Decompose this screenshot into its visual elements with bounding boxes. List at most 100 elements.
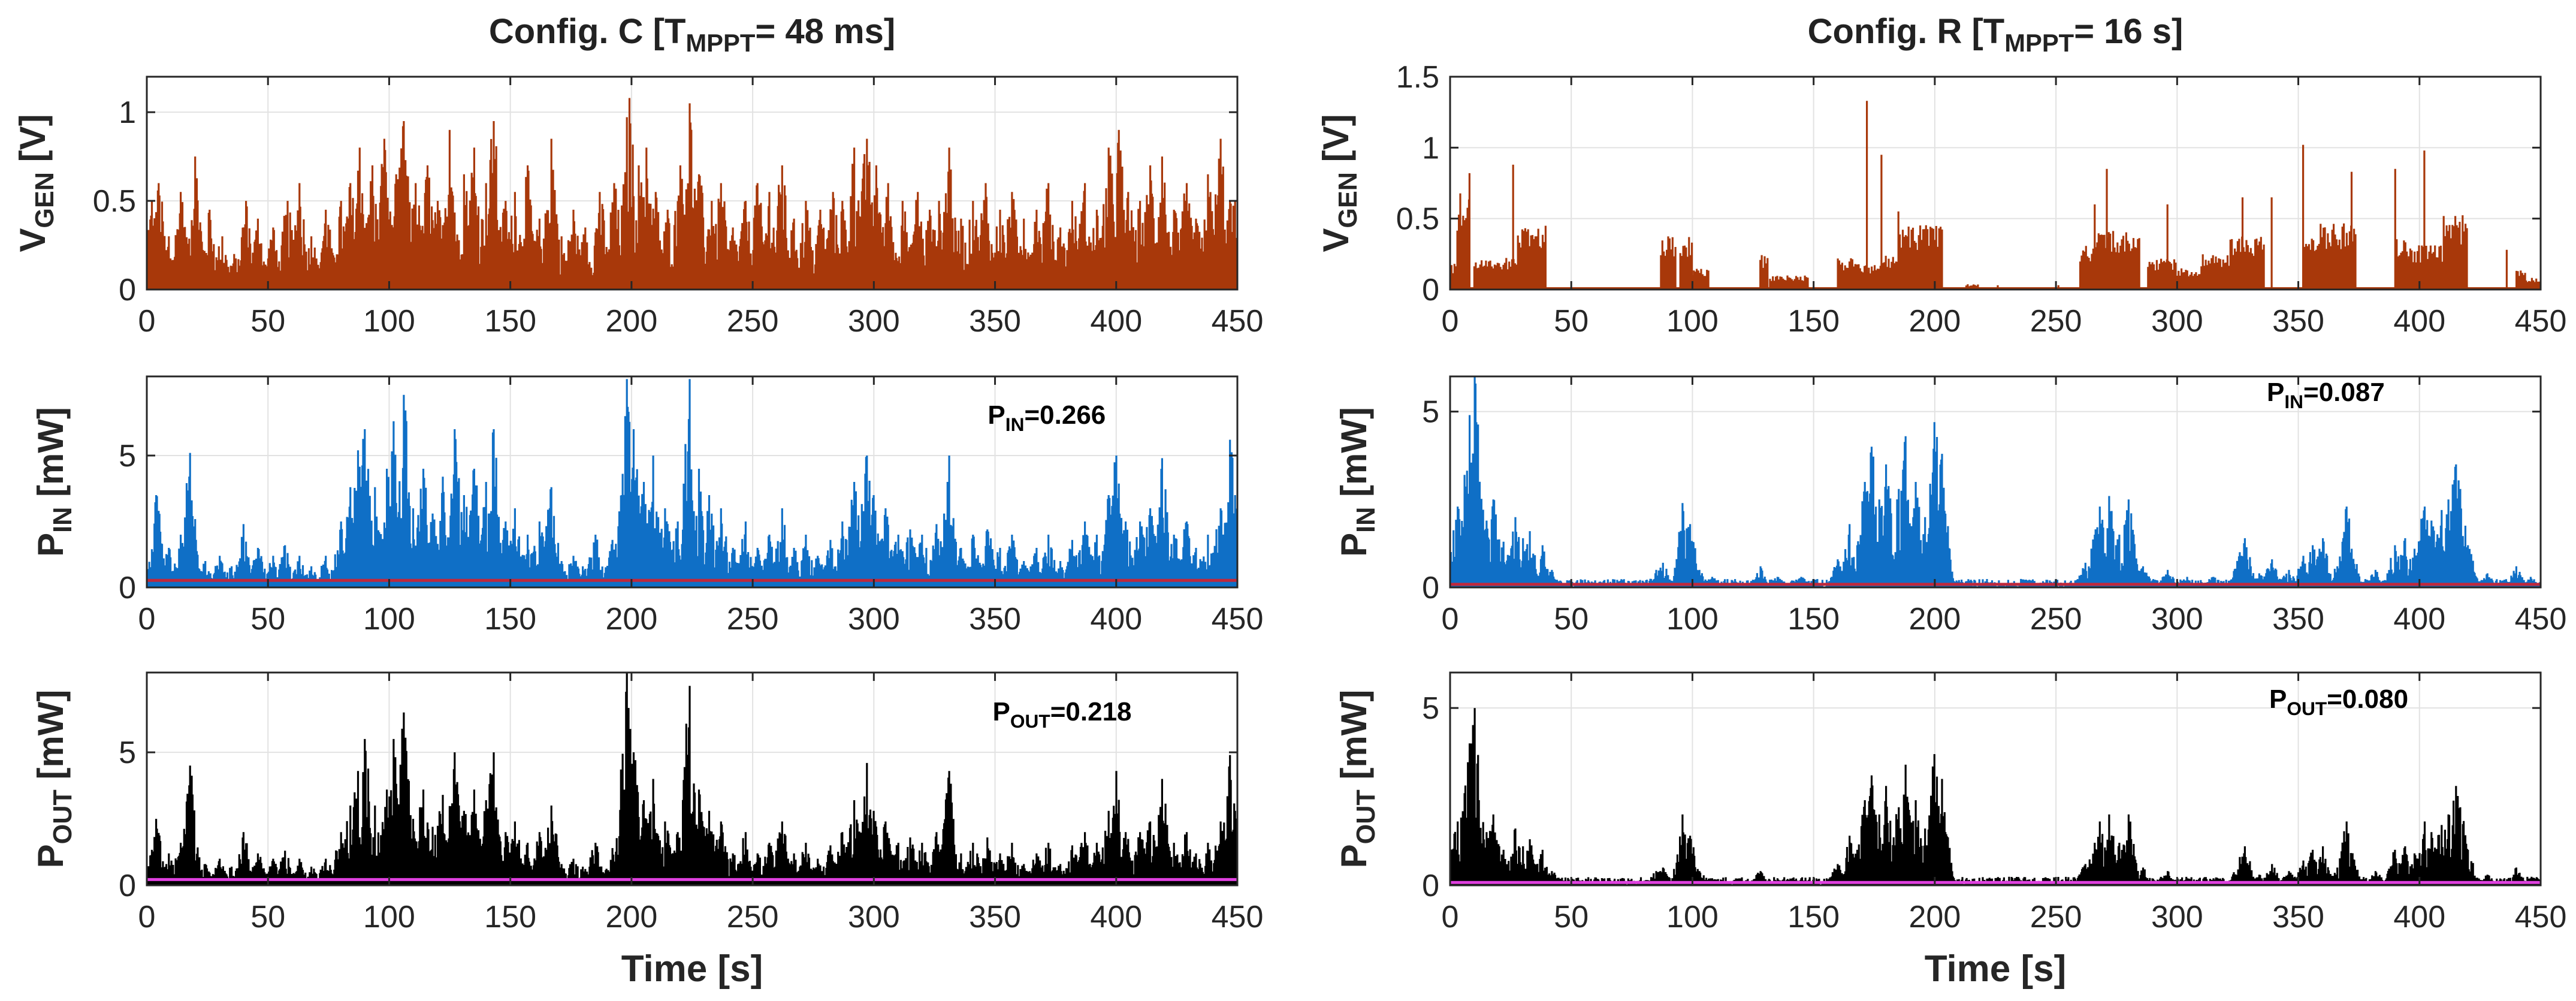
x-tick-label: 0 bbox=[138, 900, 156, 934]
x-tick-label: 300 bbox=[2151, 304, 2203, 339]
y-axis-label: PIN [mW] bbox=[1334, 407, 1381, 557]
x-tick-label: 450 bbox=[1212, 900, 1264, 934]
chart-title: Config. C [TMPPT= 48 ms] bbox=[489, 12, 895, 57]
x-tick-label: 350 bbox=[2272, 602, 2324, 637]
y-axis-label: VGEN [V] bbox=[1316, 114, 1363, 252]
panel-c-pout: 0 50 100 150 200 250 300 350 400 450 0 5 POUT [mW] Ti… bbox=[31, 671, 1264, 990]
y-axis-label: POUT [mW] bbox=[31, 690, 77, 869]
panel-c-pin: 0 50 100 150 200 250 300 350 400 450 0 5 PIN [mW] PIN… bbox=[31, 375, 1264, 637]
y-tick-label: 0 bbox=[1422, 273, 1439, 307]
x-tick-label: 300 bbox=[2151, 602, 2203, 637]
panel-r-pin: 0 50 100 150 200 250 300 350 400 450 0 5 PIN [mW] PIN… bbox=[1334, 375, 2567, 637]
y-tick-label: 1.5 bbox=[1396, 60, 1439, 95]
x-tick-label: 50 bbox=[250, 304, 285, 339]
series-vgen-trace bbox=[147, 98, 1237, 290]
plot-area bbox=[1450, 101, 2541, 290]
x-tick-label: 100 bbox=[363, 602, 415, 637]
x-tick-label: 250 bbox=[727, 602, 779, 637]
panel-r-vgen: 0 50 100 150 200 250 300 350 400 450 0 0.5 1 1.5 VGEN … bbox=[1316, 12, 2566, 339]
y-tick-label: 0.5 bbox=[93, 184, 136, 219]
x-tick-label: 150 bbox=[1787, 602, 1840, 637]
y-tick-label: 5 bbox=[1422, 691, 1439, 726]
y-tick-label: 5 bbox=[1422, 395, 1439, 430]
x-tick-label: 150 bbox=[484, 900, 536, 934]
x-tick-label: 300 bbox=[848, 602, 900, 637]
y-axis-label: VGEN [V] bbox=[13, 114, 59, 252]
series-pout-trace bbox=[1450, 708, 2541, 885]
x-tick-label: 150 bbox=[1787, 304, 1840, 339]
plot-area bbox=[147, 98, 1237, 290]
x-tick-label: 400 bbox=[2393, 304, 2445, 339]
x-tick-label: 50 bbox=[1554, 900, 1589, 934]
x-axis-label: Time [s] bbox=[1925, 948, 2067, 990]
axes-box bbox=[146, 76, 1239, 291]
x-tick-label: 200 bbox=[1909, 304, 1961, 339]
x-tick-label: 400 bbox=[2393, 602, 2445, 637]
x-tick-label: 400 bbox=[1090, 602, 1142, 637]
average-annotation: PIN=0.266 bbox=[987, 400, 1106, 435]
x-tick-label: 350 bbox=[969, 900, 1021, 934]
x-tick-label: 450 bbox=[2515, 304, 2567, 339]
x-tick-label: 0 bbox=[138, 602, 156, 637]
y-tick-label: 0 bbox=[119, 273, 136, 307]
x-tick-label: 350 bbox=[2272, 900, 2324, 934]
x-tick-label: 100 bbox=[363, 900, 415, 934]
x-tick-label: 200 bbox=[1909, 602, 1961, 637]
plot-area bbox=[1450, 708, 2541, 885]
x-tick-label: 450 bbox=[1212, 602, 1264, 637]
x-tick-label: 0 bbox=[1442, 602, 1459, 637]
average-annotation: PIN=0.087 bbox=[2267, 378, 2385, 412]
plot-area bbox=[1450, 376, 2541, 587]
x-tick-label: 250 bbox=[727, 900, 779, 934]
x-tick-label: 200 bbox=[606, 900, 658, 934]
x-tick-label: 50 bbox=[1554, 602, 1589, 637]
chart-title: Config. R [TMPPT= 16 s] bbox=[1808, 12, 2184, 57]
panel-c-vgen: 0 50 100 150 200 250 300 350 400 450 0 0.5 1 VGEN [V]… bbox=[13, 12, 1263, 339]
x-tick-label: 400 bbox=[1090, 304, 1142, 339]
x-tick-label: 100 bbox=[363, 304, 415, 339]
x-tick-label: 350 bbox=[969, 602, 1021, 637]
x-tick-label: 450 bbox=[2515, 602, 2567, 637]
x-tick-label: 100 bbox=[1666, 602, 1719, 637]
x-tick-label: 350 bbox=[2272, 304, 2324, 339]
axes-box bbox=[146, 671, 1239, 887]
x-tick-label: 150 bbox=[484, 304, 536, 339]
y-tick-label: 0 bbox=[1422, 869, 1439, 903]
x-tick-label: 0 bbox=[1442, 304, 1459, 339]
x-tick-label: 300 bbox=[2151, 900, 2203, 934]
x-tick-label: 350 bbox=[969, 304, 1021, 339]
x-tick-label: 300 bbox=[848, 900, 900, 934]
x-tick-label: 100 bbox=[1666, 900, 1719, 934]
x-tick-label: 0 bbox=[138, 304, 156, 339]
y-axis-label: PIN [mW] bbox=[31, 407, 77, 557]
y-tick-label: 5 bbox=[119, 439, 136, 474]
x-tick-label: 50 bbox=[1554, 304, 1589, 339]
axes-box bbox=[1449, 76, 2542, 291]
x-tick-label: 400 bbox=[1090, 900, 1142, 934]
average-annotation: POUT=0.080 bbox=[2269, 685, 2408, 719]
x-tick-label: 50 bbox=[250, 900, 285, 934]
axes-box bbox=[1449, 375, 2542, 589]
x-tick-label: 200 bbox=[606, 602, 658, 637]
x-tick-label: 0 bbox=[1442, 900, 1459, 934]
x-tick-label: 250 bbox=[2030, 304, 2082, 339]
x-tick-label: 150 bbox=[1787, 900, 1840, 934]
series-vgen-trace bbox=[1450, 101, 2541, 290]
y-tick-label: 0 bbox=[119, 571, 136, 605]
x-tick-label: 250 bbox=[727, 304, 779, 339]
y-tick-label: 1 bbox=[119, 95, 136, 130]
x-tick-label: 250 bbox=[2030, 602, 2082, 637]
panel-r-pout: 0 50 100 150 200 250 300 350 400 450 0 5 POUT [mW] Ti… bbox=[1334, 671, 2566, 990]
x-tick-label: 450 bbox=[1212, 304, 1264, 339]
y-tick-label: 0 bbox=[1422, 571, 1439, 605]
y-tick-label: 1 bbox=[1422, 131, 1439, 165]
x-tick-label: 50 bbox=[250, 602, 285, 637]
x-axis-label: Time [s] bbox=[621, 948, 763, 990]
x-tick-label: 300 bbox=[848, 304, 900, 339]
x-tick-label: 200 bbox=[1909, 900, 1961, 934]
axes-box bbox=[146, 375, 1239, 589]
x-tick-label: 400 bbox=[2393, 900, 2445, 934]
x-tick-label: 250 bbox=[2030, 900, 2082, 934]
average-annotation: POUT=0.218 bbox=[993, 697, 1132, 732]
